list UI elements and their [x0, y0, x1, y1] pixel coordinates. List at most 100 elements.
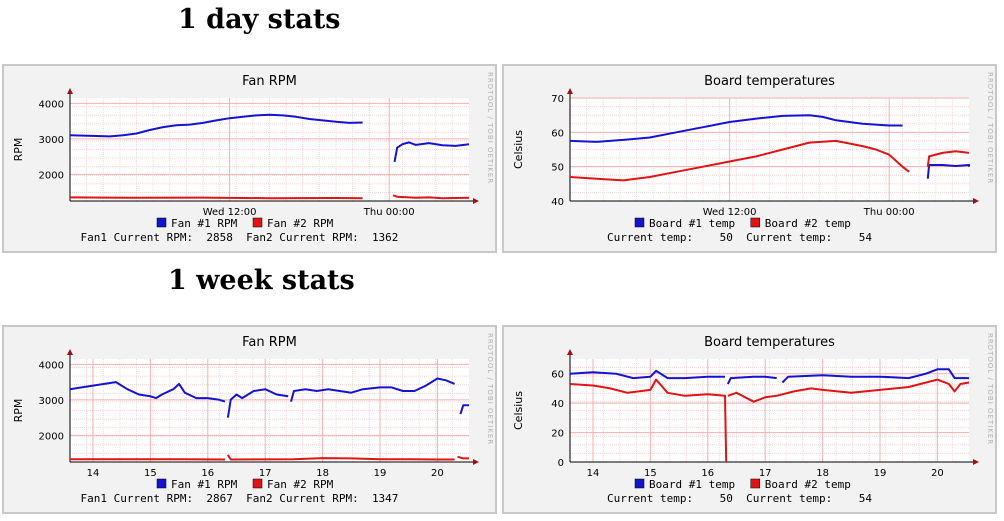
- chart-panel-week-temp: 0 20 40 60 14 15 16 17 18 19 20 Board temperatures C…: [502, 325, 997, 514]
- y-tick-label: 3000: [39, 135, 64, 146]
- rrdtool-watermark: RRDTOOL / TOBI OETIKER: [486, 333, 494, 445]
- rrdtool-watermark: RRDTOOL / TOBI OETIKER: [486, 72, 494, 184]
- y-tick-label: 4000: [39, 99, 64, 110]
- y-tick-label: 40: [551, 399, 564, 410]
- series-line-2: [392, 194, 470, 200]
- x-tick-label: Thu 00:00: [863, 207, 915, 218]
- chart-svg-week-fan: 2000 3000 4000 14 15 16 17 18 19 20 Fan RPM RPM RRDT…: [12, 333, 494, 505]
- series-line-2: [69, 196, 363, 200]
- series-line-2: [569, 378, 728, 463]
- legend-swatch-1: [634, 478, 645, 489]
- current-values-text: Current temp: 50 Current temp: 54: [607, 231, 872, 244]
- plot-area: [570, 359, 969, 462]
- x-axis-arrow: [973, 198, 979, 204]
- week-stats-heading: 1 week stats: [168, 265, 355, 296]
- rrdtool-watermark: RRDTOOL / TOBI OETIKER: [986, 72, 994, 184]
- chart-svg-day-fan: 2000 3000 4000 Wed 12:00 Thu 00:00 Fan RPM RPM…: [12, 72, 494, 244]
- series-line-1: [726, 375, 777, 385]
- chart-panel-week-fan: 2000 3000 4000 14 15 16 17 18 19 20 Fan RPM RPM RRDT…: [2, 325, 497, 514]
- series-line-1: [569, 114, 903, 143]
- chart-svg-day-temp: 40 50 60 70 Wed 12:00 Thu 00:00 Board temperat…: [512, 72, 994, 244]
- legend-label-2: Board #2 temp: [765, 478, 851, 491]
- x-tick-label: 18: [316, 468, 329, 479]
- chart-panel-day-temp: 40 50 60 70 Wed 12:00 Thu 00:00 Board temperat…: [502, 64, 997, 253]
- x-tick-label: 20: [931, 468, 944, 479]
- plot-area: [70, 98, 469, 201]
- series-line-1: [290, 377, 455, 402]
- legend-swatch-1: [634, 217, 645, 228]
- series-line-2: [926, 150, 970, 167]
- legend-label-1: Fan #1 RPM: [171, 217, 238, 230]
- legend-label-2: Board #2 temp: [765, 217, 851, 230]
- series-line-2: [569, 139, 910, 182]
- current-values-text: Current temp: 50 Current temp: 54: [607, 492, 872, 505]
- legend-swatch-1: [156, 478, 167, 489]
- series-line-1: [569, 369, 725, 380]
- y-tick-label: 0: [558, 458, 564, 469]
- y-tick-label: 50: [551, 163, 564, 174]
- legend-swatch-1: [156, 217, 167, 228]
- series-line-1: [393, 141, 470, 163]
- legend-swatch-2: [750, 217, 761, 228]
- series-line-2: [457, 455, 469, 460]
- legend-label-2: Fan #2 RPM: [267, 478, 334, 491]
- y-tick-label: 2000: [39, 170, 64, 181]
- chart-panel-day-fan: 2000 3000 4000 Wed 12:00 Thu 00:00 Fan RPM RPM…: [2, 64, 497, 253]
- x-tick-label: Wed 12:00: [203, 207, 257, 218]
- y-axis-label: Celsius: [512, 130, 525, 169]
- y-tick-label: 40: [551, 197, 564, 208]
- chart-title: Fan RPM: [242, 74, 297, 89]
- x-tick-label: 20: [431, 468, 444, 479]
- series-line-1: [781, 368, 969, 384]
- y-axis-label: Celsius: [512, 391, 525, 430]
- legend-label-1: Board #1 temp: [649, 478, 735, 491]
- chart-svg-week-temp: 0 20 40 60 14 15 16 17 18 19 20 Board temperatures C…: [512, 333, 994, 505]
- x-tick-label: 17: [259, 468, 272, 479]
- x-tick-label: 14: [87, 468, 100, 479]
- y-axis-arrow: [67, 349, 73, 355]
- x-tick-label: 19: [374, 468, 387, 479]
- x-tick-label: 15: [644, 468, 657, 479]
- x-tick-label: 19: [874, 468, 887, 479]
- y-tick-label: 60: [551, 370, 564, 381]
- y-axis-arrow: [567, 88, 573, 94]
- chart-title: Fan RPM: [242, 335, 297, 350]
- series-line-1: [926, 164, 970, 179]
- rrdtool-watermark: RRDTOOL / TOBI OETIKER: [986, 333, 994, 445]
- legend-swatch-2: [750, 478, 761, 489]
- legend-label-2: Fan #2 RPM: [267, 217, 334, 230]
- y-tick-label: 20: [551, 429, 564, 440]
- x-tick-label: Wed 12:00: [703, 207, 757, 218]
- series-line-2: [227, 454, 455, 461]
- series-line-1: [459, 404, 469, 415]
- y-tick-label: 70: [551, 94, 564, 105]
- y-tick-label: 4000: [39, 360, 64, 371]
- x-tick-label: 17: [759, 468, 772, 479]
- x-tick-label: 14: [587, 468, 600, 479]
- day-stats-heading: 1 day stats: [178, 4, 341, 35]
- y-axis-arrow: [67, 88, 73, 94]
- x-axis-arrow: [473, 198, 479, 204]
- y-tick-label: 2000: [39, 431, 64, 442]
- series-line-2: [727, 378, 970, 403]
- y-tick-label: 60: [551, 128, 564, 139]
- chart-title: Board temperatures: [704, 335, 835, 350]
- x-tick-label: 16: [701, 468, 714, 479]
- x-axis-arrow: [473, 459, 479, 465]
- legend-label-1: Board #1 temp: [649, 217, 735, 230]
- current-values-text: Fan1 Current RPM: 2858 Fan2 Current RPM:…: [81, 231, 399, 244]
- series-line-1: [69, 113, 363, 138]
- x-tick-label: 16: [201, 468, 214, 479]
- legend-swatch-2: [252, 478, 263, 489]
- chart-title: Board temperatures: [704, 74, 835, 89]
- series-line-1: [226, 388, 289, 418]
- y-axis-label: RPM: [12, 399, 25, 423]
- legend-swatch-2: [252, 217, 263, 228]
- legend-label-1: Fan #1 RPM: [171, 478, 238, 491]
- x-axis-arrow: [973, 459, 979, 465]
- y-axis-label: RPM: [12, 138, 25, 162]
- x-tick-label: 15: [144, 468, 157, 479]
- x-tick-label: Thu 00:00: [363, 207, 415, 218]
- x-tick-label: 18: [816, 468, 829, 479]
- plot-area: [70, 359, 469, 462]
